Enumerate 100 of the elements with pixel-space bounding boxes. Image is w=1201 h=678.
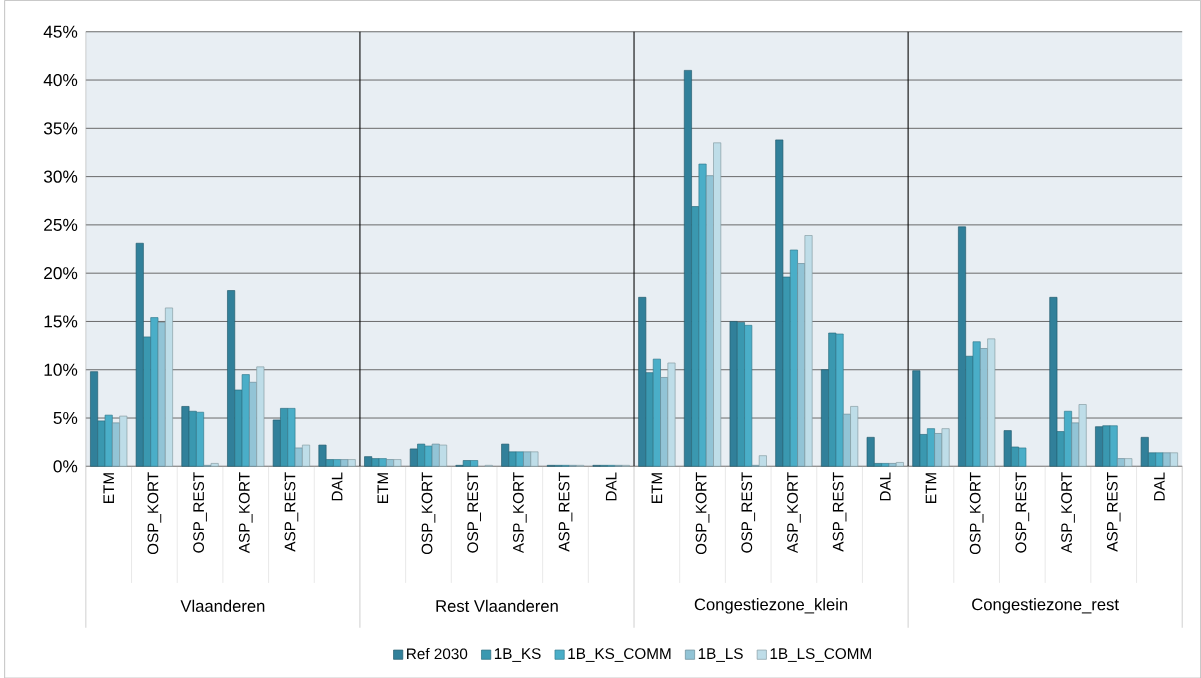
bar: [196, 411, 205, 467]
bar: [371, 458, 380, 467]
bar: [97, 420, 106, 467]
bar: [112, 422, 120, 467]
bar: [713, 142, 722, 467]
bar: [90, 371, 99, 467]
bar: [683, 69, 692, 467]
bar: [1064, 410, 1072, 467]
bar: [302, 444, 311, 467]
bar: [523, 451, 532, 467]
bar: [941, 428, 950, 467]
bar: [1148, 452, 1157, 467]
bar: [287, 407, 296, 467]
bar: [104, 414, 113, 467]
bar: [347, 458, 356, 467]
bar: [888, 462, 897, 467]
bar: [850, 405, 859, 467]
bar: [1018, 447, 1027, 467]
bar: [775, 139, 784, 467]
x-tick-label: ASP_REST: [284, 472, 299, 552]
bar: [729, 320, 738, 467]
bar: [1140, 436, 1149, 467]
x-tick-label: ETM: [103, 472, 114, 503]
x-tick-label: DAL: [1154, 472, 1165, 501]
legend-label: 1B_LS_COMM: [770, 647, 871, 662]
bar: [926, 428, 935, 467]
x-tick-label: OSP_REST: [1015, 472, 1030, 553]
bar: [1003, 430, 1012, 467]
legend-label: 1B_LS: [698, 647, 743, 662]
x-tick-label: ASP_KORT: [1061, 472, 1075, 553]
legend-label: Ref 2030: [407, 647, 468, 659]
bar: [758, 455, 767, 467]
x-tick-label: ASP_REST: [1106, 472, 1121, 552]
bar: [1102, 425, 1111, 467]
x-tick-label: OSP_KORT: [421, 472, 436, 554]
x-tick-label: DAL: [331, 472, 343, 501]
bar: [393, 458, 402, 467]
bar: [912, 370, 921, 467]
x-axis-title: Congestiezone_klein: [694, 597, 848, 614]
x-tick-label: ASP_KORT: [238, 472, 253, 553]
bar: [645, 372, 654, 467]
x-tick-label: OSP_REST: [193, 472, 207, 553]
bar: [1117, 458, 1125, 467]
x-tick-label: ASP_KORT: [512, 472, 527, 553]
y-tick-label: 20%: [44, 266, 78, 280]
bar: [135, 242, 144, 467]
x-tick-label: ETM: [925, 472, 937, 503]
bar: [181, 405, 190, 467]
bar: [462, 459, 471, 467]
bar: [987, 338, 996, 467]
bar: [698, 163, 707, 467]
y-tick-label: 15%: [44, 315, 78, 328]
x-tick-label: DAL: [880, 472, 891, 501]
bar: [835, 333, 844, 467]
y-tick-label: 35%: [43, 121, 78, 135]
x-tick-label: ETM: [651, 472, 663, 503]
bar: [1124, 458, 1133, 467]
bar: [325, 458, 334, 467]
bar: [744, 324, 753, 467]
y-tick-label: 0%: [53, 459, 78, 473]
bar: [470, 459, 479, 467]
x-tick-label: ASP_REST: [558, 472, 573, 552]
bar: [119, 415, 128, 467]
bar: [804, 234, 813, 467]
bar: [782, 276, 791, 467]
bar: [667, 362, 676, 467]
bar: [958, 226, 967, 467]
bar: [1049, 296, 1058, 467]
bar: [919, 433, 928, 467]
y-tick-label: 10%: [44, 363, 78, 376]
bar: [508, 451, 517, 467]
x-tick-label: OSP_REST: [467, 472, 481, 553]
legend-label: 1B_KS: [494, 647, 541, 662]
bar: [530, 451, 539, 467]
bar: [333, 458, 342, 467]
x-tick-label: ASP_KORT: [787, 472, 801, 553]
bar: [866, 436, 875, 467]
x-tick-label: OSP_KORT: [147, 472, 162, 554]
bar: [165, 307, 173, 467]
bar: [1155, 452, 1164, 467]
bar: [210, 462, 219, 467]
x-tick-label: DAL: [605, 472, 617, 501]
x-tick-label: ETM: [377, 472, 389, 503]
y-tick-label: 30%: [43, 170, 78, 183]
bar: [340, 458, 349, 467]
bar: [256, 366, 265, 467]
bar: [378, 458, 387, 467]
bar: [272, 419, 281, 467]
x-tick-label: ASP_REST: [832, 472, 847, 552]
y-tick-label: 5%: [53, 411, 78, 424]
x-tick-label: OSP_KORT: [969, 472, 984, 554]
bar: [1011, 446, 1019, 467]
bar: [157, 321, 166, 467]
bar: [294, 447, 303, 467]
bar: [1078, 403, 1087, 467]
bar: [1162, 452, 1171, 467]
bar: [318, 444, 327, 467]
bar: [515, 451, 524, 467]
bar: [188, 410, 197, 467]
x-axis-title: Rest Vlaanderen: [436, 599, 558, 612]
